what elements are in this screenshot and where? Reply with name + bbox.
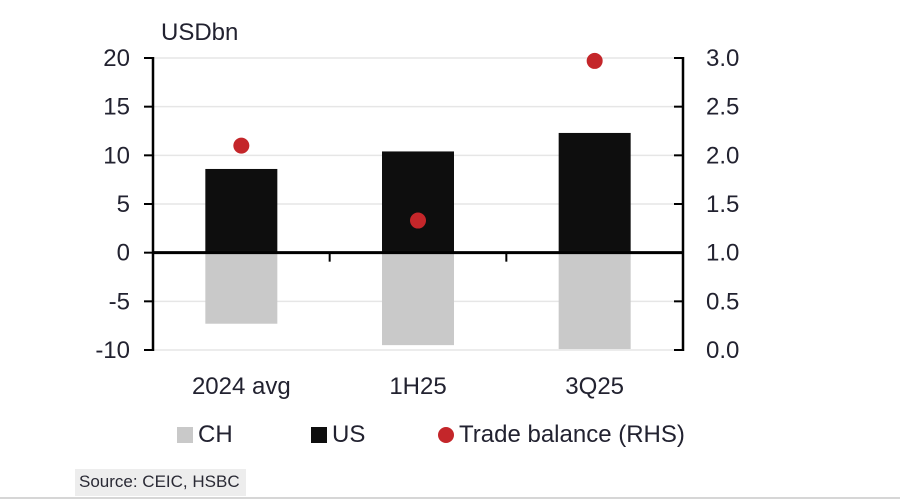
right-tick-label-0: 0.0: [706, 337, 739, 364]
bar-us-1: [382, 151, 454, 253]
right-tick-label-2.5: 2.5: [706, 94, 739, 121]
trade-balance-dot-2: [586, 52, 603, 69]
source-note: Source: CEIC, HSBC: [75, 469, 246, 496]
legend-label-ch: CH: [198, 421, 233, 448]
right-tick-label-2: 2.0: [706, 142, 739, 169]
legend-item-us: US: [311, 420, 365, 450]
bar-us-2: [558, 132, 631, 253]
left-tick-label-5: 5: [117, 191, 130, 218]
right-tick-label-3: 3.0: [706, 45, 739, 72]
legend-item-ch: CH: [177, 420, 233, 450]
trade-balance-dot-1: [410, 212, 426, 229]
left-tick-label-10: 10: [103, 142, 130, 169]
bar-us-0: [205, 168, 278, 253]
legend-label-trade-balance-rhs: Trade balance (RHS): [459, 421, 685, 448]
category-label-1: 1H25: [389, 373, 446, 400]
category-label-0: 2024 avg: [192, 373, 291, 400]
trade-balance-dot-0: [233, 137, 250, 154]
left-tick-label-20: 20: [103, 45, 130, 72]
chart-plot-area: 20 15 10 5 0 -5 -10 3.0 2.5 2.0 1.5 1.0 0.5 0.0 2024 a…: [95, 45, 739, 400]
legend-swatch-trade-balance-rhs: [438, 427, 454, 443]
legend-swatch-us: [311, 427, 327, 443]
category-label-2: 3Q25: [565, 373, 624, 400]
bar-ch-1: [382, 252, 454, 346]
left-tick-label--10: -10: [95, 337, 130, 364]
page-bottom-divider: [0, 497, 900, 499]
legend-label-us: US: [332, 421, 366, 448]
left-tick-label-0: 0: [117, 240, 130, 267]
bar-ch-0: [205, 252, 278, 324]
right-tick-label-1: 1.0: [706, 240, 739, 267]
chart-title: USDbn: [161, 19, 239, 46]
right-tick-label-0.5: 0.5: [706, 288, 739, 315]
legend-swatch-ch: [177, 427, 193, 443]
chart-legend: CH US Trade balance (RHS): [0, 420, 900, 450]
legend-item-trade-balance-rhs: Trade balance (RHS): [438, 420, 685, 450]
right-tick-label-1.5: 1.5: [706, 191, 739, 218]
left-tick-label--5: -5: [109, 288, 130, 315]
bar-ch-2: [558, 252, 631, 350]
left-tick-label-15: 15: [103, 94, 130, 121]
